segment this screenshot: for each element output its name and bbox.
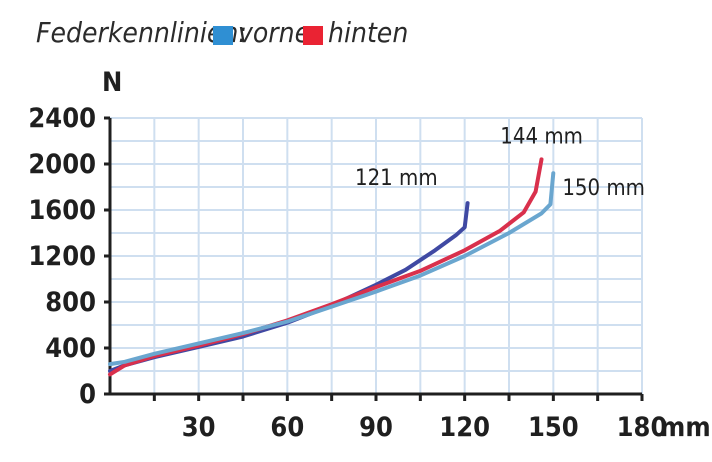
x-tick-label: 60: [270, 412, 304, 443]
x-axis-title: mm: [660, 412, 711, 443]
legend: Federkennlinien: vorne hinten: [36, 16, 408, 49]
x-tick-label: 150: [528, 412, 579, 443]
annotation-2: 150 mm: [562, 176, 645, 201]
annotation-0: 121 mm: [355, 166, 438, 191]
y-tick-label: 0: [79, 379, 96, 410]
x-tick-label: 30: [182, 412, 216, 443]
grid: [110, 117, 643, 394]
axes: [104, 116, 644, 401]
y-tick-label: 1200: [28, 241, 96, 272]
legend-title: Federkennlinien:: [36, 16, 247, 49]
legend-swatch-hinten: [303, 26, 323, 45]
series-line-2: [108, 171, 556, 367]
y-tick-label: 800: [45, 287, 96, 318]
x-tick-label: 180: [617, 412, 668, 443]
y-tick-label: 400: [45, 333, 96, 364]
series-line-0: [108, 201, 470, 373]
annotation-1: 144 mm: [500, 124, 583, 149]
annotations: 121 mm 144 mm 150 mm: [355, 124, 645, 201]
legend-swatch-vorne: [213, 26, 233, 45]
legend-label-hinten: hinten: [328, 16, 408, 49]
series-line-1: [108, 157, 544, 377]
legend-label-vorne: vorne: [238, 16, 310, 49]
y-tick-label: 2400: [28, 103, 96, 134]
tick-labels: 0 400 800 1200 1600 2000 2400 30 60 90 120 150 180: [28, 103, 667, 443]
y-tick-label: 2000: [28, 149, 96, 180]
y-axis-title: N: [102, 67, 122, 98]
x-tick-label: 90: [359, 412, 393, 443]
y-tick-label: 1600: [28, 195, 96, 226]
x-tick-label: 120: [439, 412, 490, 443]
series: [108, 157, 556, 377]
